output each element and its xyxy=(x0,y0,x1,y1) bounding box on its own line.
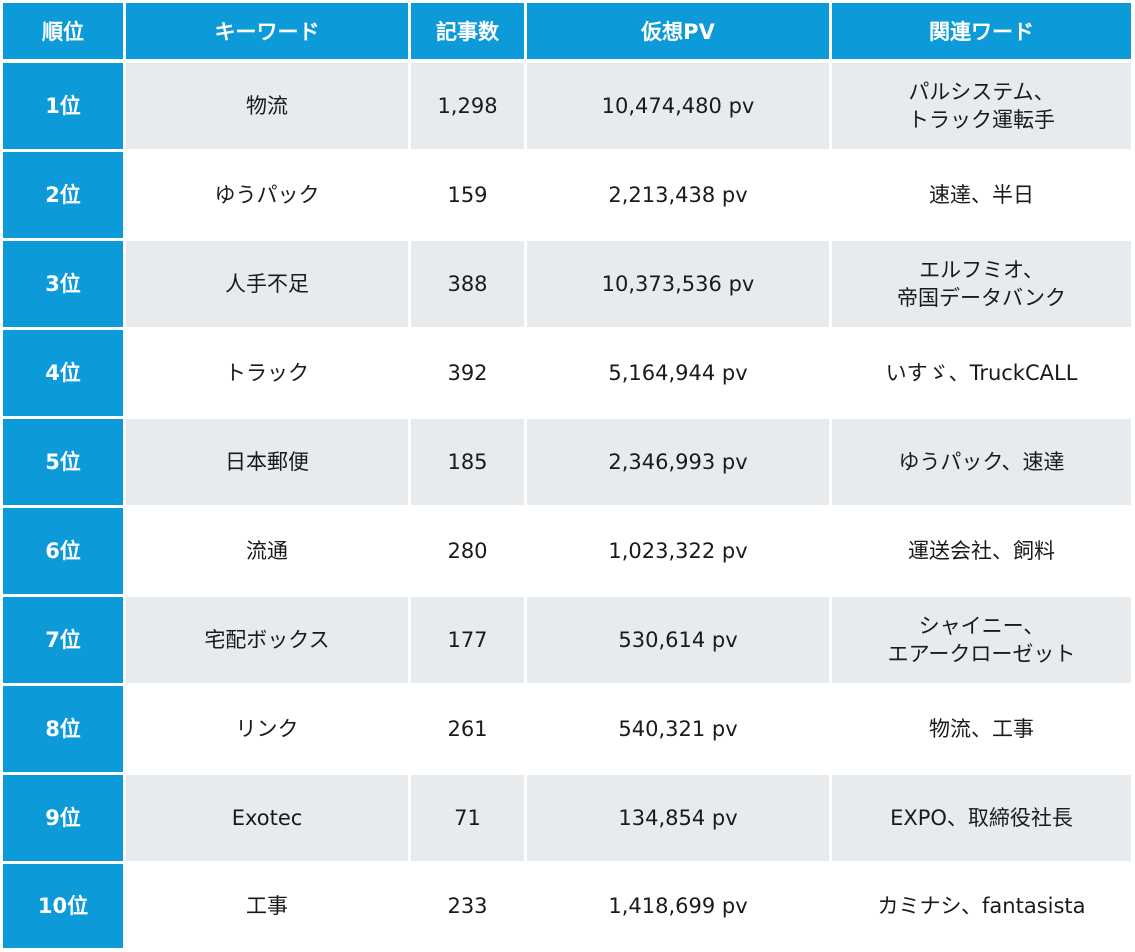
rank-cell: 10位 xyxy=(3,864,123,948)
keyword-cell: リンク xyxy=(126,686,408,772)
keyword-cell: トラック xyxy=(126,330,408,416)
header-related-words: 関連ワード xyxy=(832,3,1131,59)
virtual-pv-cell: 134,854 pv xyxy=(527,775,829,861)
rank-cell: 6位 xyxy=(3,508,123,594)
related-words-cell: 速達、半日 xyxy=(832,152,1131,238)
virtual-pv-cell: 1,418,699 pv xyxy=(527,864,829,948)
article-count-cell: 177 xyxy=(411,597,524,683)
keyword-cell: ゆうパック xyxy=(126,152,408,238)
keyword-cell: 日本郵便 xyxy=(126,419,408,505)
virtual-pv-cell: 530,614 pv xyxy=(527,597,829,683)
virtual-pv-cell: 2,213,438 pv xyxy=(527,152,829,238)
virtual-pv-cell: 540,321 pv xyxy=(527,686,829,772)
related-words-cell: 物流、工事 xyxy=(832,686,1131,772)
header-virtual-pv: 仮想PV xyxy=(527,3,829,59)
table-row: 1位 物流 1,298 10,474,480 pv パルシステム、 トラック運転… xyxy=(0,63,1135,149)
article-count-cell: 280 xyxy=(411,508,524,594)
virtual-pv-cell: 10,474,480 pv xyxy=(527,63,829,149)
related-words-cell: ゆうパック、速達 xyxy=(832,419,1131,505)
keyword-cell: 物流 xyxy=(126,63,408,149)
table-row: 6位 流通 280 1,023,322 pv 運送会社、飼料 xyxy=(0,508,1135,594)
article-count-cell: 233 xyxy=(411,864,524,948)
related-words-cell: シャイニー、 エアークローゼット xyxy=(832,597,1131,683)
related-words-cell: いすゞ、TruckCALL xyxy=(832,330,1131,416)
article-count-cell: 388 xyxy=(411,241,524,327)
table-row: 5位 日本郵便 185 2,346,993 pv ゆうパック、速達 xyxy=(0,419,1135,505)
article-count-cell: 159 xyxy=(411,152,524,238)
rank-cell: 1位 xyxy=(3,63,123,149)
article-count-cell: 1,298 xyxy=(411,63,524,149)
rank-cell: 3位 xyxy=(3,241,123,327)
virtual-pv-cell: 1,023,322 pv xyxy=(527,508,829,594)
table-row: 2位 ゆうパック 159 2,213,438 pv 速達、半日 xyxy=(0,152,1135,238)
related-words-cell: パルシステム、 トラック運転手 xyxy=(832,63,1131,149)
table-row: 3位 人手不足 388 10,373,536 pv エルフミオ、 帝国データバン… xyxy=(0,241,1135,327)
table-row: 9位 Exotec 71 134,854 pv EXPO、取締役社長 xyxy=(0,775,1135,861)
header-article-count: 記事数 xyxy=(411,3,524,59)
related-words-cell: エルフミオ、 帝国データバンク xyxy=(832,241,1131,327)
article-count-cell: 392 xyxy=(411,330,524,416)
table-row: 7位 宅配ボックス 177 530,614 pv シャイニー、 エアークローゼッ… xyxy=(0,597,1135,683)
rank-cell: 7位 xyxy=(3,597,123,683)
article-count-cell: 71 xyxy=(411,775,524,861)
rank-cell: 4位 xyxy=(3,330,123,416)
rank-cell: 9位 xyxy=(3,775,123,861)
rank-cell: 2位 xyxy=(3,152,123,238)
keyword-cell: 人手不足 xyxy=(126,241,408,327)
related-words-cell: 運送会社、飼料 xyxy=(832,508,1131,594)
rank-cell: 5位 xyxy=(3,419,123,505)
header-keyword: キーワード xyxy=(126,3,408,59)
table-header-row: 順位 キーワード 記事数 仮想PV 関連ワード xyxy=(0,3,1135,59)
rank-cell: 8位 xyxy=(3,686,123,772)
table-row: 10位 工事 233 1,418,699 pv カミナシ、fantasista xyxy=(0,864,1135,948)
header-rank: 順位 xyxy=(3,3,123,59)
virtual-pv-cell: 2,346,993 pv xyxy=(527,419,829,505)
keyword-cell: 流通 xyxy=(126,508,408,594)
keyword-cell: 工事 xyxy=(126,864,408,948)
table-row: 8位 リンク 261 540,321 pv 物流、工事 xyxy=(0,686,1135,772)
related-words-cell: EXPO、取締役社長 xyxy=(832,775,1131,861)
keyword-cell: Exotec xyxy=(126,775,408,861)
table-row: 4位 トラック 392 5,164,944 pv いすゞ、TruckCALL xyxy=(0,330,1135,416)
article-count-cell: 261 xyxy=(411,686,524,772)
keyword-cell: 宅配ボックス xyxy=(126,597,408,683)
related-words-cell: カミナシ、fantasista xyxy=(832,864,1131,948)
virtual-pv-cell: 5,164,944 pv xyxy=(527,330,829,416)
virtual-pv-cell: 10,373,536 pv xyxy=(527,241,829,327)
article-count-cell: 185 xyxy=(411,419,524,505)
